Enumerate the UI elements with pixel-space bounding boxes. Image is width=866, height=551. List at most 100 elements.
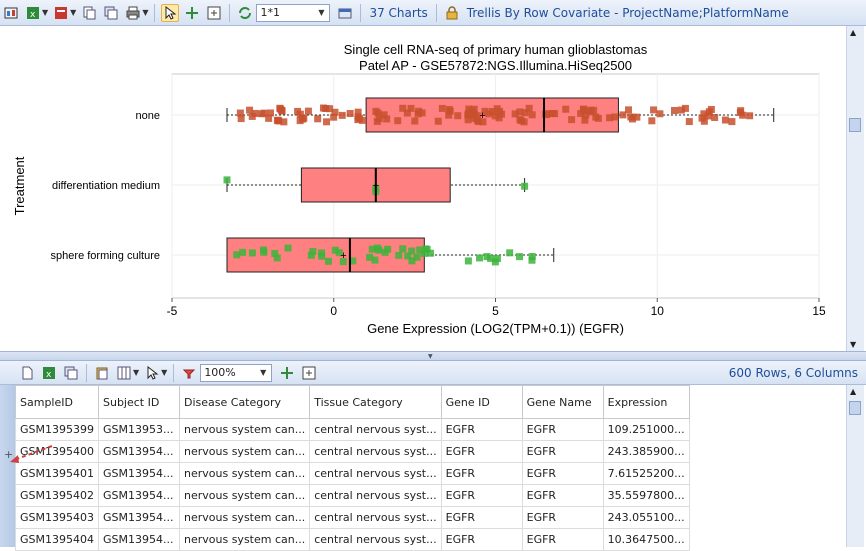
chart-settings-icon[interactable] — [2, 4, 20, 22]
table-cell[interactable]: GSM13954... — [98, 506, 180, 529]
table-cell[interactable]: EGFR — [440, 462, 523, 485]
table-scrollbar[interactable]: ▲ — [846, 385, 864, 547]
zoom-fit-icon[interactable] — [300, 364, 318, 382]
table-cell[interactable]: 10.3647500... — [602, 528, 690, 551]
row-add-icon[interactable]: + — [4, 448, 14, 461]
table-cell[interactable]: central nervous syst... — [309, 506, 442, 529]
row-header-strip[interactable]: + — [0, 385, 15, 547]
column-header[interactable]: Gene ID — [440, 385, 523, 419]
columns-icon[interactable] — [115, 364, 133, 382]
chart-scrollbar[interactable]: ▲ ▼ — [846, 26, 864, 351]
table-cell[interactable]: EGFR — [440, 418, 523, 441]
table-cell[interactable]: EGFR — [440, 528, 523, 551]
table-cell[interactable]: GSM1395403 — [15, 506, 99, 529]
table-cell[interactable]: GSM1395404 — [15, 528, 99, 551]
table-zoom-select[interactable]: 100% ▼ — [200, 363, 273, 382]
table-row[interactable]: GSM1395399 GSM13953... nervous system can.… — [15, 418, 690, 441]
export-excel-icon[interactable]: x — [40, 364, 58, 382]
table-row[interactable]: GSM1395401 GSM13954... nervous system can.… — [15, 462, 690, 485]
pointer-dropdown-icon[interactable]: ▼ — [161, 368, 168, 377]
table-cell[interactable]: central nervous syst... — [309, 440, 442, 463]
export-dropdown-icon[interactable]: ▼ — [42, 8, 49, 17]
data-point — [470, 105, 478, 113]
lock-icon[interactable] — [443, 4, 461, 22]
column-header[interactable]: Expression — [602, 385, 690, 419]
layout-select[interactable]: 1*1 ▼ — [256, 3, 331, 22]
print-dropdown-icon[interactable]: ▼ — [142, 8, 149, 17]
data-table[interactable]: SampleID Subject ID Disease Category Tis… — [15, 385, 690, 551]
export-pdf-icon[interactable] — [52, 4, 70, 22]
column-header[interactable]: SampleID — [15, 385, 99, 419]
new-document-icon[interactable] — [18, 364, 36, 382]
data-point — [495, 114, 503, 122]
table-cell[interactable]: EGFR — [440, 506, 523, 529]
table-cell[interactable]: GSM13953... — [98, 418, 180, 441]
table-cell[interactable]: EGFR — [440, 440, 523, 463]
data-point — [521, 182, 529, 190]
pointer-select-icon[interactable] — [161, 3, 180, 22]
copy-icon[interactable] — [80, 4, 98, 22]
column-header[interactable]: Subject ID — [98, 385, 180, 419]
columns-dropdown-icon[interactable]: ▼ — [133, 368, 140, 377]
table-cell[interactable]: nervous system can... — [178, 440, 311, 463]
table-cell[interactable]: EGFR — [521, 418, 604, 441]
table-cell[interactable]: nervous system can... — [178, 418, 311, 441]
table-cell[interactable]: central nervous syst... — [309, 462, 442, 485]
collapse-arrow-icon[interactable]: ▼ — [428, 353, 433, 360]
table-cell[interactable]: central nervous syst... — [309, 528, 442, 551]
table-cell[interactable]: central nervous syst... — [309, 418, 442, 441]
scroll-up-icon[interactable]: ▲ — [850, 28, 857, 37]
paste-icon[interactable] — [93, 364, 111, 382]
table-cell[interactable]: EGFR — [521, 484, 604, 507]
print-icon[interactable] — [124, 4, 142, 22]
zoom-fit-icon[interactable] — [205, 4, 223, 22]
table-row[interactable]: GSM1395400 GSM13954... nervous system can.… — [15, 440, 690, 463]
table-cell[interactable]: nervous system can... — [178, 506, 311, 529]
table-row[interactable]: GSM1395404 GSM13954... nervous system can.… — [15, 528, 690, 551]
export-pdf-dropdown-icon[interactable]: ▼ — [70, 8, 77, 17]
table-cell[interactable]: GSM13954... — [98, 484, 180, 507]
table-row[interactable]: GSM1395402 GSM13954... nervous system can.… — [15, 484, 690, 507]
table-cell[interactable]: GSM13954... — [98, 528, 180, 551]
table-cell[interactable]: central nervous syst... — [309, 484, 442, 507]
column-header[interactable]: Tissue Category — [309, 385, 442, 419]
copy-chart-icon[interactable] — [102, 4, 120, 22]
scroll-up-icon[interactable]: ▲ — [850, 387, 857, 396]
box-plot-chart[interactable]: Single cell RNA-seq of primary human gli… — [0, 26, 846, 351]
column-header[interactable]: Disease Category — [178, 385, 311, 419]
table-cell[interactable]: 109.251000... — [602, 418, 690, 441]
chart-scroll-thumb[interactable] — [849, 118, 861, 132]
refresh-icon[interactable] — [236, 4, 254, 22]
table-row[interactable]: GSM1395403 GSM13954... nervous system can.… — [15, 506, 690, 529]
table-cell[interactable]: nervous system can... — [178, 462, 311, 485]
table-cell[interactable]: EGFR — [521, 528, 604, 551]
pointer-select-icon[interactable] — [143, 364, 161, 382]
table-cell[interactable]: nervous system can... — [178, 484, 311, 507]
column-header[interactable]: Gene Name — [521, 385, 604, 419]
scroll-down-icon[interactable]: ▼ — [850, 340, 857, 349]
clear-filter-icon[interactable] — [180, 364, 198, 382]
table-cell[interactable]: EGFR — [521, 506, 604, 529]
export-excel-icon[interactable]: x — [24, 4, 42, 22]
layout-grid-icon[interactable] — [336, 4, 354, 22]
panel-splitter[interactable]: ▼ — [0, 351, 866, 361]
copy-table-icon[interactable] — [62, 364, 80, 382]
table-cell[interactable]: EGFR — [440, 484, 523, 507]
table-scroll-thumb[interactable] — [849, 401, 861, 415]
table-cell[interactable]: GSM1395399 — [15, 418, 99, 441]
data-point — [307, 251, 315, 259]
table-cell[interactable]: EGFR — [521, 462, 604, 485]
data-point — [746, 112, 754, 120]
pan-icon[interactable] — [183, 4, 201, 22]
table-cell[interactable]: nervous system can... — [178, 528, 311, 551]
table-cell[interactable]: 7.61525200... — [602, 462, 690, 485]
table-cell[interactable]: 35.5597800... — [602, 484, 690, 507]
pan-icon[interactable] — [278, 364, 296, 382]
table-cell[interactable]: 243.385900... — [602, 440, 690, 463]
table-cell[interactable]: GSM13954... — [98, 462, 180, 485]
data-point — [711, 113, 719, 121]
table-cell[interactable]: EGFR — [521, 440, 604, 463]
table-cell[interactable]: GSM13954... — [98, 440, 180, 463]
table-cell[interactable]: 243.055100... — [602, 506, 690, 529]
table-cell[interactable]: GSM1395402 — [15, 484, 99, 507]
